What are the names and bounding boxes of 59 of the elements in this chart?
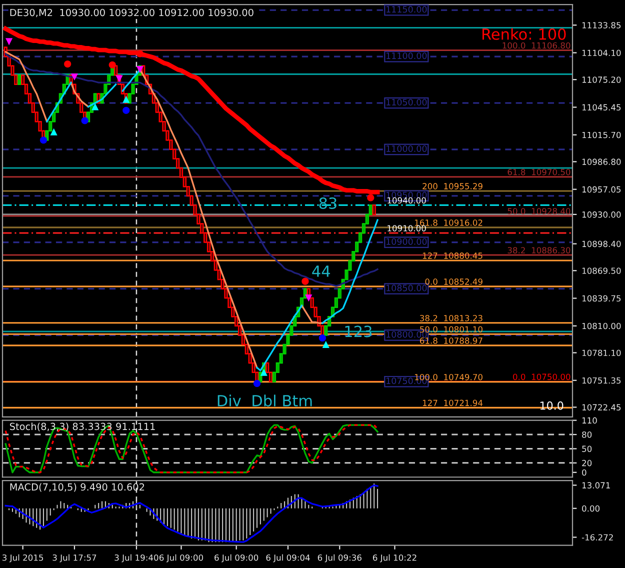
x-tick-label: 3 Jul 19:40 — [114, 554, 158, 562]
y-tick-label: 10781.10 — [582, 350, 621, 356]
ref-line-label: 11000.00 — [386, 145, 427, 152]
x-tick-label: 3 Jul 2015 — [2, 554, 44, 562]
ref-line-label: 0.0 10852.49 — [425, 278, 482, 285]
y-tick-label: 110 — [582, 417, 597, 424]
y-tick-label: 10930.00 — [582, 211, 621, 218]
x-tick-label: 3 Jul 17:57 — [52, 554, 96, 562]
ref-line-label: 10940.00 — [388, 197, 426, 204]
y-tick-label: -16.272 — [582, 534, 613, 541]
ref-line-label: 10800.00 — [386, 331, 427, 338]
y-tick-label: 13.071 — [582, 482, 610, 488]
y-tick-label: 11104.10 — [582, 50, 621, 56]
y-tick-label: 10751.35 — [582, 377, 621, 384]
ref-line-label: 38.2 10813.23 — [420, 314, 482, 322]
y-tick-label: 10957.05 — [582, 186, 621, 193]
ref-line-label: 50.0 10928.40 — [508, 208, 570, 214]
x-tick-label: 6 Jul 09:36 — [318, 554, 362, 562]
y-tick-label: 10869.50 — [582, 268, 621, 274]
chart-title: MACD(7,10,5) 9.490 10.602 — [10, 483, 144, 492]
y-tick-label: 50 — [582, 446, 592, 452]
ref-line-label: 10950.00 — [386, 192, 427, 198]
ref-line-label: 161.8 10916.02 — [415, 220, 482, 226]
ref-line-label: 100.0 11106.80 — [502, 42, 570, 49]
ref-line-label: 0.0 10750.00 — [513, 374, 570, 380]
ref-line-label: 11050.00 — [386, 98, 427, 106]
y-tick-label: 11133.85 — [582, 22, 621, 28]
ref-line-label: 200 10955.29 — [422, 183, 482, 190]
ref-line-label: 11100.00 — [386, 52, 427, 60]
x-tick-label: 6 Jul 09:00 — [214, 554, 258, 562]
ref-line-label: 61.8 10788.97 — [420, 338, 482, 344]
annotation: Div Dbl Btm — [218, 394, 312, 406]
y-tick-label: 11045.45 — [582, 104, 621, 111]
x-tick-label: 6 Jul 10:22 — [372, 554, 416, 562]
chart-title: Stoch(8,3,3) 83.3333 91.1111 — [10, 422, 155, 432]
ref-line-label: 11150.00 — [386, 6, 427, 13]
ref-line-label: 127 10721.94 — [422, 400, 483, 406]
y-tick-label: 10722.45 — [582, 404, 621, 410]
x-tick-label: 6 Jul 09:00 — [159, 554, 204, 562]
y-tick-label: 11015.70 — [582, 132, 621, 138]
y-tick-label: 10986.80 — [582, 158, 621, 165]
ref-line-label: 10900.00 — [386, 238, 427, 245]
y-tick-label: 0.00 — [582, 505, 600, 512]
chart-title: DE30,M2 10930.00 10932.00 10912.00 10930.00 — [10, 8, 254, 18]
y-tick-label: 10839.75 — [582, 295, 621, 302]
ref-line-label: 38.2 10886.30 — [508, 247, 570, 254]
y-tick-label: 0 — [582, 469, 586, 476]
y-tick-label: 10898.40 — [582, 240, 621, 248]
text: Renko: 100 — [482, 28, 566, 40]
ref-line-label: 10910.00 — [388, 225, 426, 232]
y-tick-label: 10810.00 — [582, 322, 621, 330]
y-tick-label: 80 — [582, 432, 592, 438]
ref-line-label: 61.8 10970.50 — [508, 168, 570, 176]
ref-line-label: 127 10880.45 — [422, 252, 482, 259]
ref-line-label: 10850.00 — [386, 284, 427, 292]
x-tick-label: 6 Jul 09:04 — [266, 554, 310, 562]
y-tick-label: 20 — [582, 460, 592, 466]
y-tick-label: 11075.20 — [582, 76, 621, 83]
annotation: 44 — [312, 266, 330, 277]
